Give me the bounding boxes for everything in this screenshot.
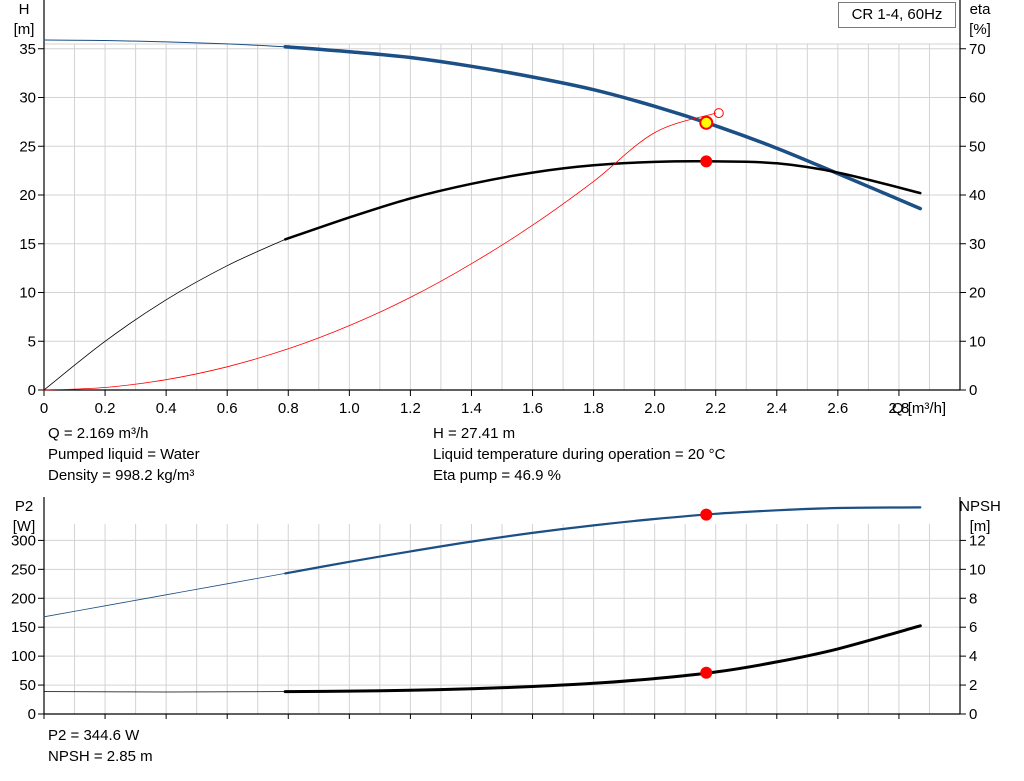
x-tick-label: 0.8 bbox=[278, 400, 299, 417]
info-npsh: NPSH = 2.85 m bbox=[48, 748, 153, 765]
y-tick-label-right: 4 bbox=[969, 648, 977, 665]
end-marker bbox=[713, 108, 724, 119]
y-tick-label-right: 2 bbox=[969, 677, 977, 694]
x-tick-label: 2.2 bbox=[705, 400, 726, 417]
y-tick-label-right: 30 bbox=[969, 236, 986, 253]
info-temperature: Liquid temperature during operation = 20… bbox=[433, 446, 726, 463]
y-tick-label-right: 40 bbox=[969, 187, 986, 204]
eta-point bbox=[700, 155, 713, 168]
y-tick-label-left: 0 bbox=[28, 706, 36, 723]
y-axis-unit-left: [W] bbox=[13, 518, 36, 535]
operating-point bbox=[699, 115, 714, 130]
y-axis-label-right: NPSH bbox=[959, 498, 1001, 515]
x-tick-label: 1.6 bbox=[522, 400, 543, 417]
y-tick-label-left: 20 bbox=[19, 187, 36, 204]
y-tick-label-left: 35 bbox=[19, 41, 36, 58]
info-density: Density = 998.2 kg/m³ bbox=[48, 467, 195, 484]
y-axis-label-right: eta bbox=[970, 1, 992, 18]
y-axis-label-left: H bbox=[19, 1, 30, 18]
series-eta-thin bbox=[43, 239, 286, 391]
x-tick-label: 2.6 bbox=[827, 400, 848, 417]
x-tick-label: 1.8 bbox=[583, 400, 604, 417]
upper-chart: 0 5 10 15 20 25 30 35 0 10 20 30 40 50 60 70 0 0.2 0.4 0.6 0… bbox=[14, 0, 992, 417]
y-tick-label-left: 300 bbox=[11, 532, 36, 549]
y-tick-label-right: 8 bbox=[969, 590, 977, 607]
x-tick-label: 1.0 bbox=[339, 400, 360, 417]
y-axis-unit-right: [m] bbox=[970, 518, 991, 535]
y-tick-label-left: 25 bbox=[19, 138, 36, 155]
y-tick-label-left: 5 bbox=[28, 333, 36, 350]
y-axis-unit-left: [m] bbox=[14, 21, 35, 38]
lower-chart: 0 50 100 150 200 250 300 0 2 4 6 8 10 12 P2 [W] NPSH [m] bbox=[11, 497, 1001, 723]
y-tick-label-left: 15 bbox=[19, 236, 36, 253]
y-tick-label-right: 20 bbox=[969, 285, 986, 302]
p2-point bbox=[700, 508, 713, 521]
y-tick-label-left: 30 bbox=[19, 90, 36, 107]
info-head: H = 27.41 m bbox=[433, 425, 516, 442]
info-flow: Q = 2.169 m³/h bbox=[48, 425, 149, 442]
x-tick-label: 1.4 bbox=[461, 400, 482, 417]
y-axis-label-left: P2 bbox=[15, 498, 33, 515]
series-eta bbox=[283, 159, 922, 241]
y-tick-label-left: 150 bbox=[11, 619, 36, 636]
x-axis-label: Q [m³/h] bbox=[892, 400, 946, 417]
series-system bbox=[43, 112, 717, 391]
series-head bbox=[283, 45, 923, 211]
y-tick-label-right: 10 bbox=[969, 333, 986, 350]
y-tick-label-right: 6 bbox=[969, 619, 977, 636]
series-p2 bbox=[284, 506, 922, 575]
x-tick-label: 2.0 bbox=[644, 400, 665, 417]
series-p2-thin bbox=[43, 573, 286, 618]
y-tick-label-right: 60 bbox=[969, 90, 986, 107]
y-tick-label-left: 250 bbox=[11, 561, 36, 578]
x-tick-label: 0.2 bbox=[95, 400, 116, 417]
npsh-point bbox=[700, 666, 713, 679]
x-tick-label: 0 bbox=[40, 400, 48, 417]
series-head-thin bbox=[43, 39, 286, 48]
y-tick-label-left: 200 bbox=[11, 590, 36, 607]
y-tick-label-right: 12 bbox=[969, 532, 986, 549]
series-npsh bbox=[283, 624, 922, 694]
info-eta: Eta pump = 46.9 % bbox=[433, 467, 561, 484]
info-liquid: Pumped liquid = Water bbox=[48, 446, 200, 463]
x-tick-label: 2.8 bbox=[889, 400, 910, 417]
info-p2: P2 = 344.6 W bbox=[48, 727, 140, 744]
y-tick-label-right: 0 bbox=[969, 706, 977, 723]
y-tick-label-left: 10 bbox=[19, 285, 36, 302]
y-tick-label-right: 70 bbox=[969, 41, 986, 58]
x-tick-label: 2.4 bbox=[766, 400, 787, 417]
y-tick-label-right: 50 bbox=[969, 138, 986, 155]
y-tick-label-left: 50 bbox=[19, 677, 36, 694]
x-tick-label: 1.2 bbox=[400, 400, 421, 417]
legend-box: CR 1-4, 60Hz bbox=[838, 2, 956, 28]
y-tick-label-left: 0 bbox=[28, 382, 36, 399]
y-tick-label-left: 100 bbox=[11, 648, 36, 665]
y-tick-label-right: 10 bbox=[969, 561, 986, 578]
y-axis-unit-right: [%] bbox=[969, 21, 991, 38]
y-tick-label-right: 0 bbox=[969, 382, 977, 399]
x-tick-label: 0.6 bbox=[217, 400, 238, 417]
x-tick-label: 0.4 bbox=[156, 400, 177, 417]
